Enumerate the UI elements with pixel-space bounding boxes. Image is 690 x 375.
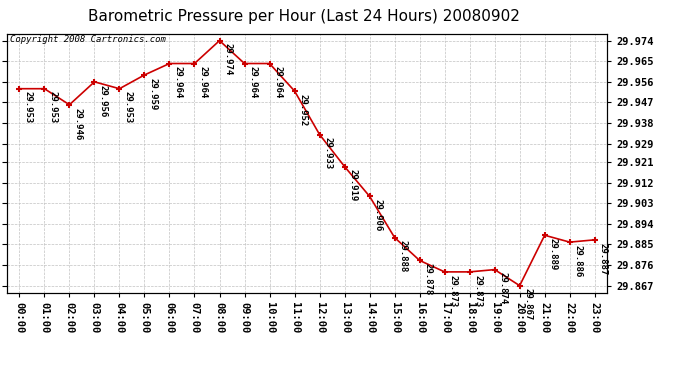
Text: 29.906: 29.906 [374, 199, 383, 231]
Text: 29.919: 29.919 [348, 170, 357, 202]
Text: 29.878: 29.878 [424, 263, 433, 296]
Text: 29.874: 29.874 [499, 272, 508, 304]
Text: 29.964: 29.964 [174, 66, 183, 99]
Text: 29.974: 29.974 [224, 44, 233, 76]
Text: 29.964: 29.964 [274, 66, 283, 99]
Text: 29.959: 29.959 [148, 78, 157, 110]
Text: 29.956: 29.956 [99, 85, 108, 117]
Text: Copyright 2008 Cartronics.com: Copyright 2008 Cartronics.com [10, 35, 166, 44]
Text: 29.873: 29.873 [448, 274, 457, 307]
Text: 29.889: 29.889 [549, 238, 558, 270]
Text: 29.888: 29.888 [399, 240, 408, 273]
Text: 29.953: 29.953 [48, 92, 57, 124]
Text: 29.964: 29.964 [199, 66, 208, 99]
Text: 29.933: 29.933 [324, 137, 333, 170]
Text: 29.887: 29.887 [599, 243, 608, 275]
Text: 29.953: 29.953 [124, 92, 132, 124]
Text: 29.886: 29.886 [574, 245, 583, 277]
Text: 29.946: 29.946 [74, 108, 83, 140]
Text: 29.952: 29.952 [299, 94, 308, 126]
Text: 29.867: 29.867 [524, 288, 533, 321]
Text: Barometric Pressure per Hour (Last 24 Hours) 20080902: Barometric Pressure per Hour (Last 24 Ho… [88, 9, 520, 24]
Text: 29.953: 29.953 [23, 92, 32, 124]
Text: 29.873: 29.873 [474, 274, 483, 307]
Text: 29.964: 29.964 [248, 66, 257, 99]
